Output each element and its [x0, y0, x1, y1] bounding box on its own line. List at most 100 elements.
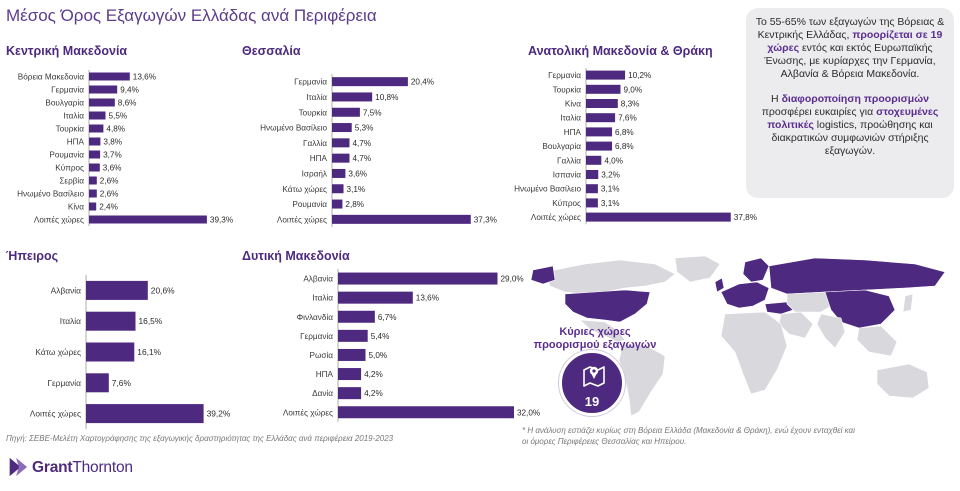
- map-india: [816, 313, 846, 349]
- grant-thornton-logo-icon: [9, 457, 28, 477]
- map-japan: [902, 293, 914, 313]
- footnote: * Η ανάλυση εστιάζει κυρίως στη Βόρεια Ε…: [522, 426, 855, 446]
- value-label: 4,2%: [364, 389, 383, 398]
- bar: [338, 368, 362, 381]
- bar: [89, 202, 97, 211]
- category-label: Γαλλία: [557, 156, 581, 165]
- value-label: 2,6%: [100, 190, 119, 199]
- bar: [89, 72, 130, 81]
- logo-text: GrantThornton: [32, 459, 133, 477]
- category-label: Κάτω χώρες: [282, 185, 327, 194]
- category-label: Ιταλία: [312, 294, 333, 303]
- bar: [586, 141, 613, 151]
- category-label: Βουλγαρία: [542, 142, 581, 151]
- bar: [89, 163, 100, 172]
- value-label: 8,6%: [118, 99, 137, 108]
- category-label: Τουρκία: [299, 108, 328, 117]
- value-label: 2,8%: [345, 200, 364, 209]
- category-label: Ηνωμένο Βασίλειο: [514, 185, 581, 194]
- map-turkey-middle-east: [764, 301, 794, 315]
- bar: [586, 84, 621, 94]
- value-label: 7,6%: [618, 114, 637, 123]
- value-label: 7,6%: [112, 378, 132, 388]
- category-label: ΗΠΑ: [564, 128, 582, 137]
- chart-west-macedonia: Αλβανία 29,0% Ιταλία 13,6% Φινλανδία 6,7% Γερμ…: [283, 269, 540, 422]
- region-title-west-macedonia: Δυτική Μακεδονία: [242, 249, 350, 263]
- region-title-epirus: Ήπειρος: [6, 249, 59, 263]
- bar: [332, 92, 373, 102]
- bar: [332, 168, 346, 178]
- destinations-count: 19: [584, 394, 600, 409]
- value-label: 4,7%: [352, 154, 371, 163]
- category-label: Ρουμανία: [292, 200, 327, 209]
- bar: [332, 107, 360, 117]
- map-china: [824, 289, 896, 329]
- value-label: 8,3%: [621, 100, 640, 109]
- value-label: 4,0%: [604, 156, 623, 165]
- logo-text-rest: Thornton: [72, 459, 133, 476]
- bar: [586, 212, 731, 222]
- info-p2-highlight-1: διαφοροποίηση προορισμών: [781, 93, 929, 105]
- map-mexico-central-america: [579, 319, 626, 343]
- info-p2-text: Η: [771, 93, 779, 105]
- value-label: 5,0%: [369, 351, 388, 360]
- category-label: Ηνωμένο Βασίλειο: [260, 124, 327, 133]
- bar: [338, 310, 375, 323]
- bar: [338, 329, 368, 342]
- bar: [332, 77, 408, 87]
- category-label: Κύπρος: [55, 164, 84, 173]
- info-p2-text-mid: προσφέρει ευκαιρίες για: [761, 106, 874, 118]
- category-label: Κάτω χώρες: [35, 347, 81, 357]
- category-label: Γαλλία: [303, 139, 327, 148]
- value-label: 16,5%: [139, 316, 163, 326]
- value-label: 5,4%: [371, 332, 390, 341]
- bar: [332, 138, 350, 148]
- map-pin-icon: [583, 366, 605, 387]
- world-map: [530, 255, 946, 417]
- bar: [86, 342, 135, 362]
- category-label: Ιταλία: [60, 316, 81, 326]
- value-label: 37,3%: [474, 215, 497, 224]
- bar: [338, 348, 366, 361]
- info-p1-highlight: προορίζεται σε 19 χώρες: [767, 29, 943, 54]
- category-label: Ιταλία: [63, 112, 84, 121]
- category-label: Φινλανδία: [297, 313, 334, 322]
- value-label: 2,4%: [99, 203, 118, 212]
- info-p1-text-end: εντός και εκτός Ευρωπαϊκής Ένωσης, με κυ…: [764, 42, 936, 80]
- map-russia: [768, 257, 946, 295]
- value-label: 37,8%: [734, 213, 757, 222]
- category-label: Τουρκία: [56, 125, 85, 134]
- map-usa: [564, 289, 651, 323]
- map-southeast-asia: [856, 325, 898, 357]
- category-label: Αλβανία: [303, 275, 333, 284]
- region-title-central-macedonia: Κεντρική Μακεδονία: [6, 44, 128, 58]
- bar: [86, 373, 109, 393]
- map-greenland: [674, 255, 721, 283]
- chart-epirus: Αλβανία 20,6% Ιταλία 16,5% Κάτω χώρες 16,1% Γε…: [30, 275, 231, 429]
- bar: [89, 150, 101, 159]
- bar: [89, 176, 97, 185]
- chart-thessaly: Γερμανία 20,4% Ιταλία 10,8% Τουρκία 7,5% Ηνωμέ…: [260, 74, 497, 227]
- destinations-badge: 19: [559, 350, 625, 416]
- value-label: 5,5%: [109, 112, 128, 121]
- category-label: Σερβία: [59, 177, 84, 186]
- category-label: Γερμανία: [51, 86, 84, 95]
- value-label: 2,6%: [100, 177, 119, 186]
- bar: [586, 155, 602, 165]
- value-label: 6,8%: [615, 128, 634, 137]
- bar: [332, 214, 471, 224]
- bar: [586, 184, 598, 194]
- category-label: Ιταλία: [306, 93, 327, 102]
- value-label: 9,0%: [623, 85, 642, 94]
- map-alaska: [530, 265, 556, 285]
- value-label: 4,2%: [364, 370, 383, 379]
- value-label: 7,5%: [363, 108, 382, 117]
- value-label: 13,6%: [416, 294, 439, 303]
- bar: [89, 98, 115, 107]
- info-p2-highlight-2: στοχευμένες πολιτικές: [767, 106, 939, 131]
- value-label: 3,2%: [601, 171, 620, 180]
- value-label: 39,2%: [207, 409, 231, 419]
- bar: [89, 124, 104, 133]
- region-title-thessaly: Θεσσαλία: [242, 44, 301, 58]
- category-label: ΗΠΑ: [67, 138, 85, 147]
